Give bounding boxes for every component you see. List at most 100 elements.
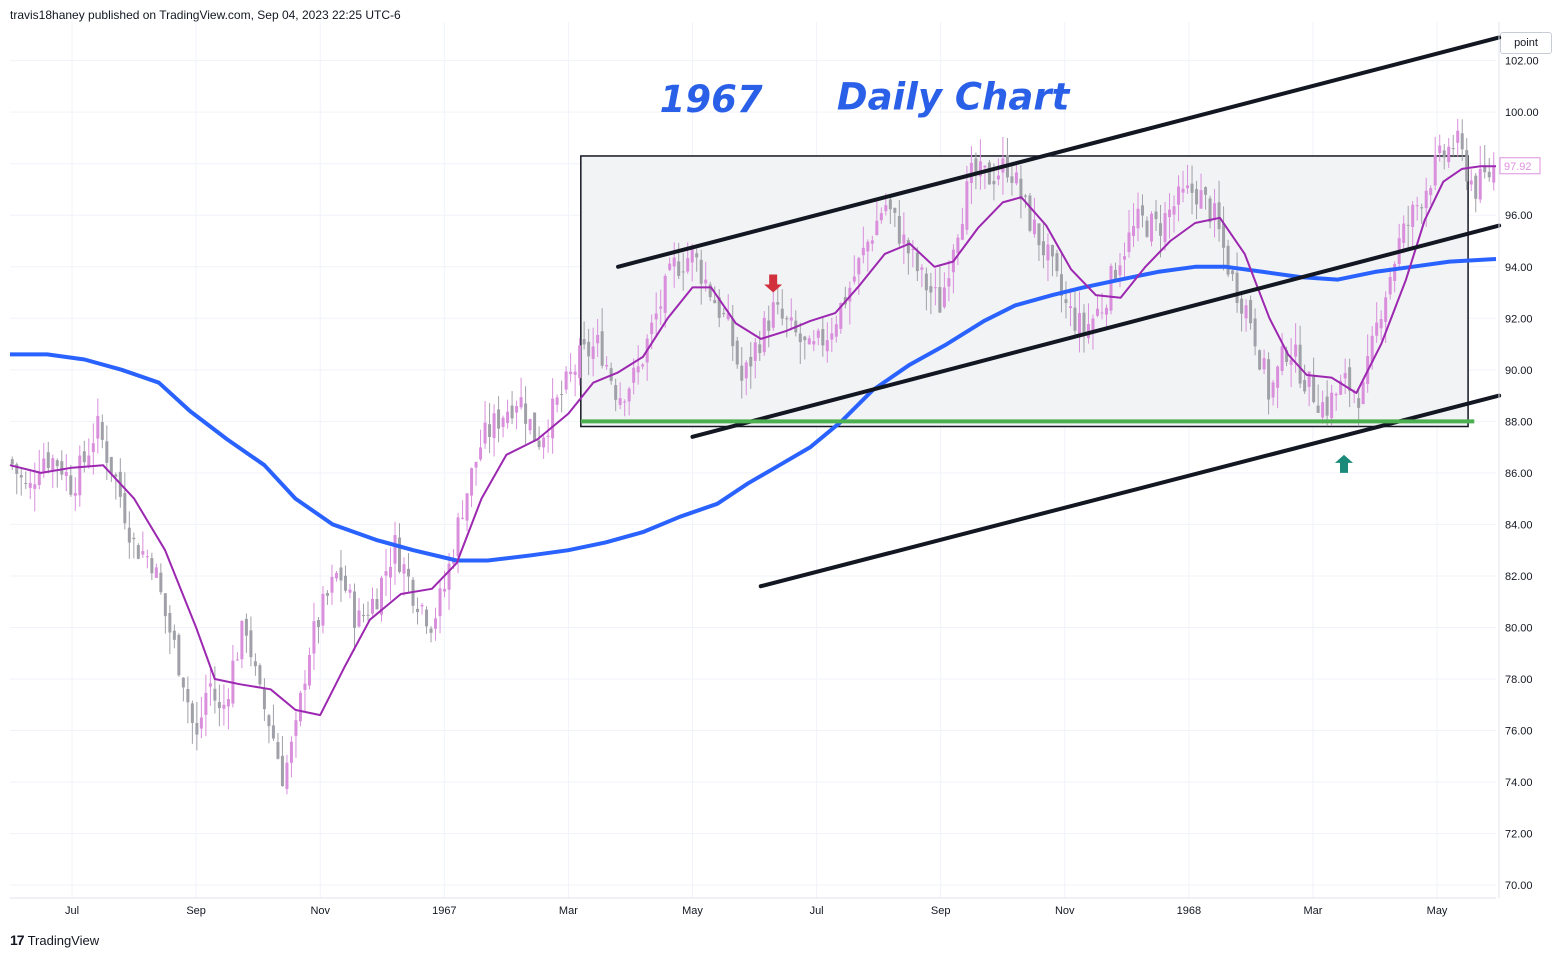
candle-body	[1199, 190, 1203, 209]
candle-body	[1118, 265, 1122, 276]
candle-body	[420, 605, 424, 607]
candle-body	[533, 412, 537, 442]
candle-body	[1041, 241, 1045, 256]
candle-body	[1204, 187, 1208, 195]
candle-body	[370, 598, 374, 614]
candle-body	[33, 484, 37, 489]
candle-body	[24, 482, 28, 484]
arrow-down-icon	[764, 274, 783, 293]
candle-body	[172, 630, 176, 640]
candle-body	[303, 683, 307, 690]
y-tick-label: 80.00	[1505, 622, 1533, 634]
candle-body	[1469, 180, 1473, 185]
candle-body	[650, 322, 654, 334]
candle-body	[1145, 220, 1149, 237]
candle-body	[100, 422, 104, 440]
candle-body	[722, 312, 726, 314]
candle-body	[821, 329, 825, 346]
x-tick-label: May	[1427, 905, 1448, 917]
candle-body	[114, 474, 118, 477]
candle-body	[429, 628, 433, 633]
candle-body	[1460, 133, 1464, 150]
candles	[10, 118, 1496, 795]
candle-body	[1388, 276, 1392, 295]
candle-body	[461, 517, 465, 519]
candle-body	[1010, 176, 1014, 183]
candle-body	[1132, 226, 1136, 237]
candle-body	[974, 158, 978, 176]
y-tick-label: 86.00	[1505, 468, 1533, 480]
candle-body	[654, 313, 658, 320]
candle-body	[474, 461, 478, 468]
candle-body	[204, 692, 208, 715]
candle-body	[519, 397, 523, 408]
candle-body	[798, 333, 802, 343]
candle-body	[560, 394, 564, 396]
candle-body	[848, 287, 852, 302]
candle-body	[623, 401, 627, 403]
candle-body	[1271, 382, 1275, 398]
candle-body	[1492, 167, 1496, 183]
candle-body	[294, 720, 298, 736]
candle-body	[668, 263, 672, 270]
candle-body	[569, 371, 573, 375]
candle-body	[258, 665, 262, 685]
candle-body	[893, 208, 897, 213]
candle-body	[708, 284, 712, 298]
candle-body	[879, 213, 883, 221]
y-tick-label: 84.00	[1505, 519, 1533, 531]
candle-body	[240, 620, 244, 660]
candle-body	[1429, 188, 1433, 196]
candle-body	[704, 279, 708, 284]
candle-body	[1177, 186, 1181, 205]
candle-body	[1231, 270, 1235, 275]
candle-body	[361, 614, 365, 616]
ma-short-line	[9, 165, 1496, 717]
candle-body	[632, 367, 636, 383]
y-tick-label: 82.00	[1505, 571, 1533, 583]
candle-body	[992, 180, 996, 185]
candle-body	[1447, 146, 1451, 163]
scale-mode-button[interactable]: point	[1500, 32, 1552, 54]
candle-body	[109, 456, 113, 474]
x-tick-label: May	[682, 905, 703, 917]
y-tick-label: 70.00	[1505, 880, 1533, 892]
candle-body	[776, 302, 780, 305]
candle-body	[857, 258, 861, 275]
candle-body	[132, 537, 136, 540]
candle-body	[289, 741, 293, 763]
candle-body	[1334, 393, 1338, 396]
candle-body	[15, 464, 19, 474]
candle-body	[267, 715, 271, 727]
candle-body	[861, 247, 865, 256]
candle-body	[677, 261, 681, 276]
candle-body	[46, 452, 50, 469]
candle-body	[348, 589, 352, 593]
candle-body	[699, 259, 703, 284]
ma-long-line	[10, 257, 1497, 563]
y-tick-label: 92.00	[1505, 313, 1533, 325]
candle-body	[73, 493, 77, 496]
candle-body	[1267, 359, 1271, 400]
candle-body	[978, 161, 982, 177]
candle-body	[1298, 344, 1302, 384]
candle-body	[1249, 300, 1253, 324]
candle-body	[1159, 223, 1163, 236]
y-tick-label: 88.00	[1505, 416, 1533, 428]
ma-short-layer	[9, 165, 1496, 717]
candle-body	[1402, 223, 1406, 243]
candle-body	[1415, 205, 1419, 207]
candle-body	[524, 403, 528, 424]
candle-body	[1348, 367, 1352, 391]
candle-body	[483, 422, 487, 444]
candle-body	[515, 406, 519, 413]
arrow-layer	[764, 274, 1353, 473]
candle-body	[1055, 253, 1059, 272]
candle-body	[1037, 223, 1041, 246]
candle-body	[28, 483, 32, 488]
candle-body	[159, 572, 163, 593]
candle-body	[1050, 245, 1054, 257]
candle-body	[488, 424, 492, 437]
candle-body	[1222, 223, 1226, 248]
